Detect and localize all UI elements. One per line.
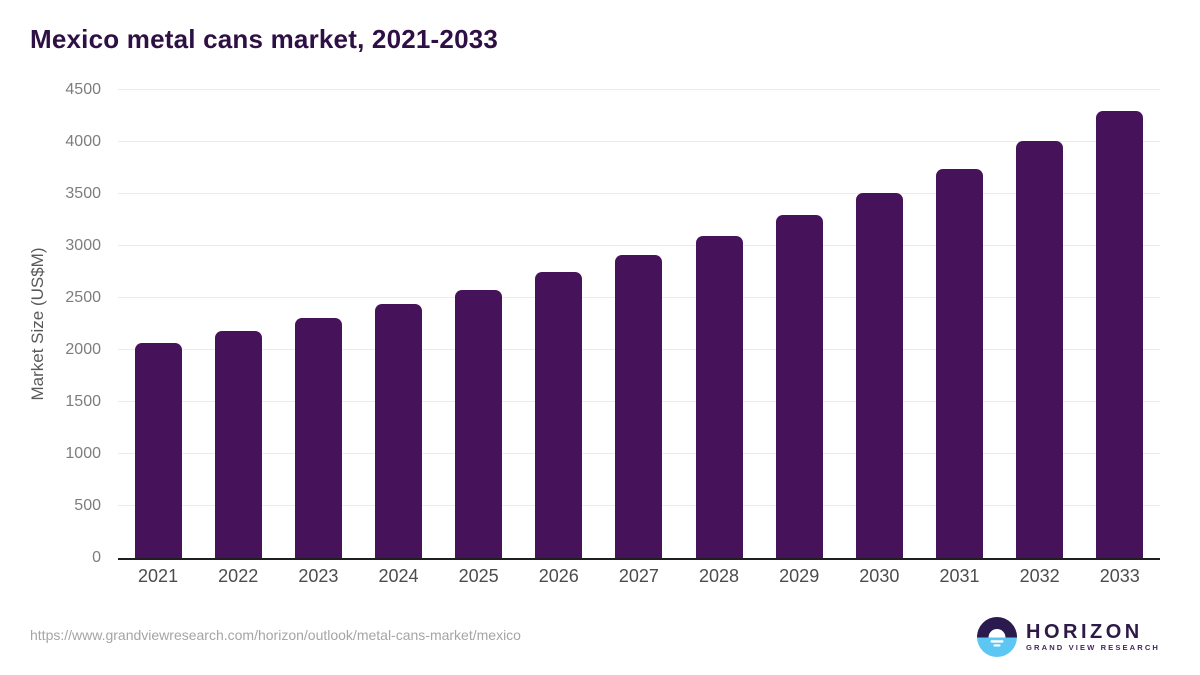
plot-area: 0 500 1000 1500 2000 2500 3000 3500 4000 4500 bbox=[65, 81, 1160, 566]
x-tick-2023: 2023 bbox=[298, 566, 339, 586]
chart-title: Mexico metal cans market, 2021-2033 bbox=[30, 24, 499, 54]
x-tick-labels: 2021 2022 2023 2024 2025 2026 2027 2028 2029 2030… bbox=[118, 566, 1160, 587]
bar-2027 bbox=[615, 254, 663, 558]
horizon-logo: HORIZON GRAND VIEW RESEARCH bbox=[977, 617, 1160, 657]
x-tick-2029: 2029 bbox=[779, 566, 820, 586]
bar-2025 bbox=[455, 289, 503, 558]
x-tick-2032: 2032 bbox=[1019, 566, 1060, 586]
y-tick-500: 500 bbox=[74, 497, 101, 515]
x-tick-2030: 2030 bbox=[859, 566, 900, 586]
gridline-3500 bbox=[118, 193, 1160, 194]
x-tick-2033: 2033 bbox=[1099, 566, 1140, 586]
bar-2033 bbox=[1096, 111, 1144, 558]
y-tick-0: 0 bbox=[92, 549, 101, 566]
x-tick-2022: 2022 bbox=[218, 566, 259, 586]
bar-2022 bbox=[214, 330, 262, 558]
gridline-4000 bbox=[118, 141, 1160, 142]
x-tick-2025: 2025 bbox=[458, 566, 499, 586]
y-tick-4500: 4500 bbox=[65, 81, 101, 98]
y-tick-2500: 2500 bbox=[65, 289, 101, 306]
y-axis-title: Market Size (US$M) bbox=[28, 247, 47, 401]
logo-text: HORIZON GRAND VIEW RESEARCH bbox=[1026, 621, 1160, 653]
x-tick-2021: 2021 bbox=[138, 566, 179, 586]
bar-2030 bbox=[855, 193, 903, 558]
bar-2032 bbox=[1016, 140, 1064, 558]
gridline-4500 bbox=[118, 89, 1160, 90]
bar-2021 bbox=[134, 342, 182, 558]
source-url: https://www.grandviewresearch.com/horizo… bbox=[30, 627, 521, 643]
x-tick-2031: 2031 bbox=[939, 566, 980, 586]
y-tick-4000: 4000 bbox=[65, 133, 101, 151]
y-tick-3000: 3000 bbox=[65, 237, 101, 255]
x-tick-2028: 2028 bbox=[699, 566, 740, 586]
x-tick-2026: 2026 bbox=[538, 566, 579, 586]
y-tick-2000: 2000 bbox=[65, 341, 101, 359]
bar-2026 bbox=[535, 272, 583, 558]
y-tick-3500: 3500 bbox=[65, 185, 101, 202]
bar-2028 bbox=[695, 236, 743, 558]
x-tick-2027: 2027 bbox=[618, 566, 659, 586]
y-tick-1000: 1000 bbox=[65, 445, 101, 463]
logo-subtitle: GRAND VIEW RESEARCH bbox=[1026, 643, 1160, 652]
bar-2024 bbox=[374, 304, 422, 558]
bar-2031 bbox=[935, 168, 983, 558]
x-tick-2024: 2024 bbox=[378, 566, 419, 586]
bar-2023 bbox=[294, 317, 342, 558]
horizon-sunrise-icon bbox=[977, 617, 1018, 657]
y-tick-1500: 1500 bbox=[65, 393, 101, 411]
bars bbox=[118, 90, 1160, 558]
bar-2029 bbox=[775, 215, 823, 558]
gridline-3000 bbox=[118, 245, 1160, 247]
logo-name: HORIZON bbox=[1026, 621, 1143, 643]
